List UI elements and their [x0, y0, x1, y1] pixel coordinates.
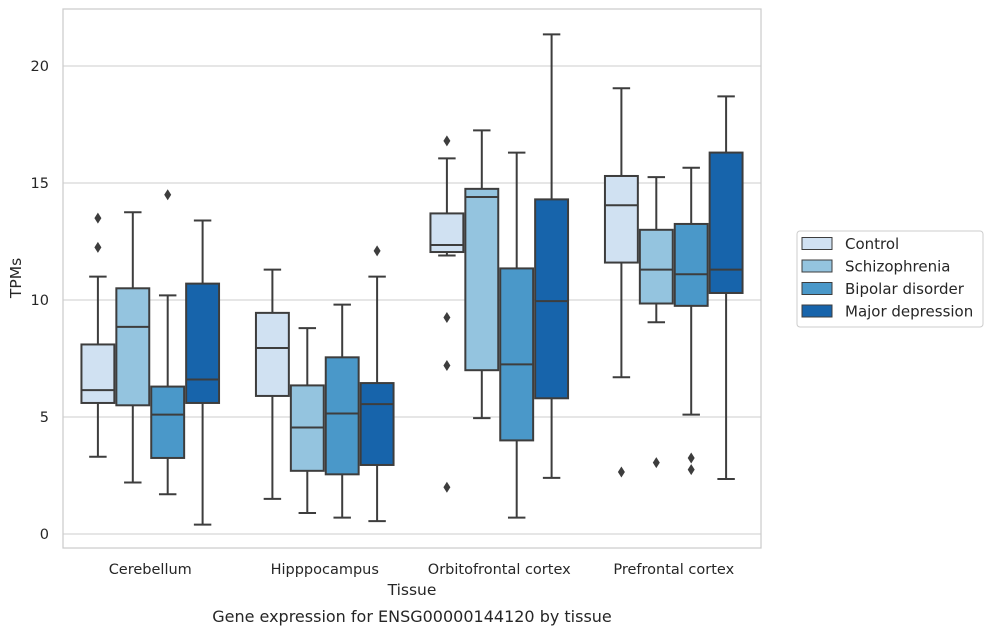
outlier-point — [94, 241, 102, 253]
x-tick-label: Orbitofrontal cortex — [428, 562, 571, 578]
y-axis-label: TPMs — [7, 258, 25, 299]
legend-swatch — [801, 282, 833, 295]
box-body — [254, 311, 290, 397]
outlier-point — [373, 245, 381, 257]
legend: Control Schizophrenia Bipolar disorder Majo… — [796, 230, 984, 328]
x-tick-label: Hipppocampus — [271, 562, 379, 578]
y-tick-label: 20 — [31, 59, 49, 75]
chart-caption: Gene expression for ENSG00000144120 by t… — [212, 607, 612, 626]
legend-label: Bipolar disorder — [845, 280, 965, 298]
box-schizophrenia — [115, 211, 151, 484]
box-bipolar-disorder — [499, 151, 535, 519]
outlier-point — [443, 360, 451, 372]
box-major-depression — [359, 245, 395, 523]
box-control — [603, 87, 639, 478]
box-schizophrenia — [638, 176, 674, 469]
box-body — [499, 267, 535, 442]
legend-label: Major depression — [845, 303, 973, 321]
box-bipolar-disorder — [673, 166, 709, 476]
x-axis-label: Tissue — [387, 581, 437, 599]
legend-label: Schizophrenia — [845, 258, 950, 276]
legend-swatch — [801, 259, 833, 273]
y-tick-label: 5 — [40, 410, 49, 426]
box-schizophrenia — [464, 129, 500, 420]
box-bipolar-disorder — [324, 303, 360, 519]
y-tick-label: 15 — [31, 176, 49, 192]
plot-frame — [62, 8, 762, 549]
box-major-depression — [534, 33, 570, 479]
box-major-depression — [185, 219, 221, 526]
box-body — [603, 174, 639, 264]
box-bipolar-disorder — [150, 189, 186, 496]
box-body — [464, 187, 500, 372]
y-tick-label: 10 — [31, 293, 49, 309]
box-control — [254, 268, 290, 500]
box-body — [673, 222, 709, 307]
y-tick-label: 0 — [40, 527, 49, 543]
x-tick-label: Cerebellum — [109, 562, 192, 578]
outlier-point — [687, 464, 695, 476]
y-tick-labels: 0 5 10 15 20 — [31, 59, 49, 543]
box-control — [80, 212, 116, 458]
x-tick-label: Prefrontal cortex — [613, 562, 734, 578]
box-body — [638, 228, 674, 305]
box-major-depression — [708, 95, 744, 481]
box-body — [429, 212, 465, 254]
outlier-point — [443, 312, 451, 324]
box-body — [150, 385, 186, 459]
outlier-point — [687, 452, 695, 464]
box-body — [324, 356, 360, 476]
outlier-point — [443, 135, 451, 147]
legend-swatch — [801, 304, 833, 318]
box-control — [429, 135, 465, 493]
x-tick-labels: Cerebellum Hipppocampus Orbitofrontal cort… — [109, 562, 735, 578]
box-body — [185, 282, 221, 404]
outlier-point — [652, 457, 660, 469]
legend-label: Control — [845, 235, 899, 253]
box-schizophrenia — [289, 327, 325, 514]
box-body — [534, 198, 570, 400]
legend-swatch — [801, 237, 833, 250]
legend-frame — [796, 230, 984, 328]
outlier-point — [617, 466, 625, 478]
boxes-layer — [80, 33, 744, 526]
box-body — [708, 151, 744, 294]
box-body — [80, 343, 116, 404]
box-body — [359, 382, 395, 466]
outlier-point — [94, 212, 102, 224]
outlier-point — [164, 189, 172, 201]
outlier-point — [443, 481, 451, 493]
box-body — [115, 287, 151, 407]
